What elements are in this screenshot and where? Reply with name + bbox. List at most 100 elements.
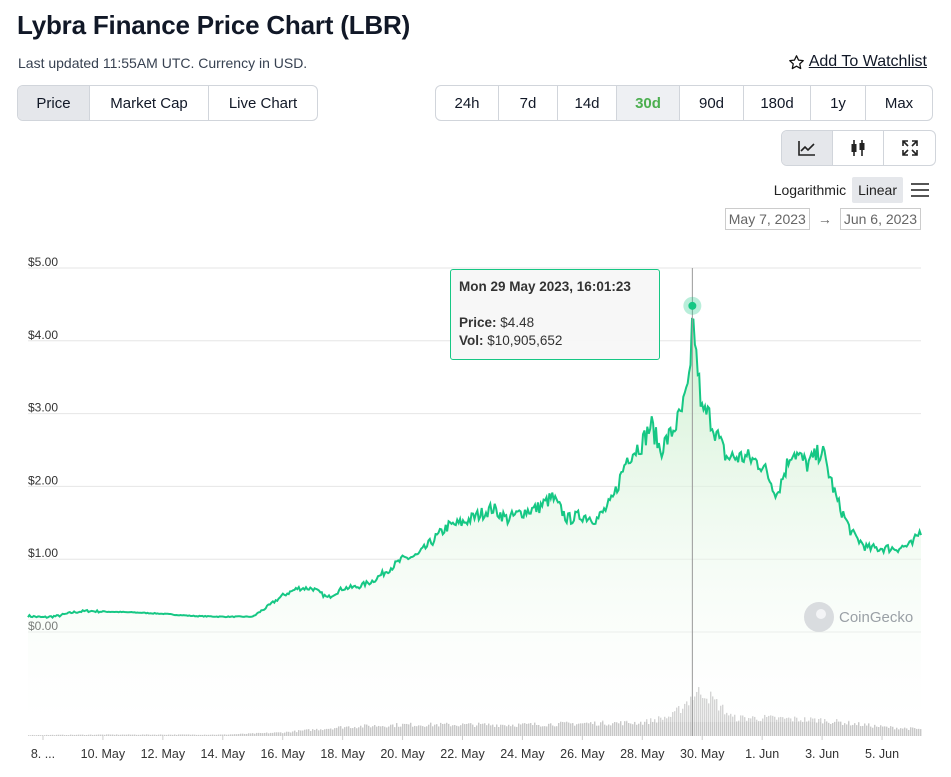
volume-bar — [728, 715, 730, 736]
volume-bar — [814, 718, 816, 736]
volume-bar — [546, 726, 548, 736]
candlestick-button[interactable] — [833, 131, 884, 165]
range-14d[interactable]: 14d — [558, 86, 617, 120]
volume-bar — [128, 734, 130, 736]
volume-bar — [516, 726, 518, 736]
volume-bar — [368, 725, 370, 736]
volume-bar — [184, 734, 186, 736]
volume-bar — [858, 722, 860, 736]
add-to-watchlist-link[interactable]: Add To Watchlist — [788, 53, 927, 71]
volume-bar — [530, 723, 532, 736]
range-30d[interactable]: 30d — [617, 86, 680, 120]
volume-bar — [886, 726, 888, 736]
volume-bar — [562, 721, 564, 736]
volume-bar — [450, 726, 452, 736]
volume-bar — [282, 733, 284, 736]
volume-bar — [734, 714, 736, 736]
y-tick-label: $5.00 — [28, 255, 58, 269]
line-chart-button[interactable] — [782, 131, 833, 165]
volume-bar — [878, 727, 880, 736]
tab-live-chart[interactable]: Live Chart — [228, 94, 298, 112]
range-max[interactable]: Max — [884, 94, 914, 112]
volume-bar — [294, 730, 296, 736]
range-7d[interactable]: 7d — [499, 86, 558, 120]
range-24h[interactable]: 24h — [436, 86, 499, 120]
volume-bar — [50, 734, 52, 736]
volume-bar — [80, 734, 82, 736]
volume-bar — [218, 734, 220, 736]
scale-logarithmic[interactable]: Logarithmic — [773, 182, 847, 198]
price-chart[interactable]: $0.00$1.00$2.00$3.00$4.00$5.00 8. ...10.… — [0, 250, 951, 770]
volume-bar — [348, 726, 350, 736]
volume-bar — [420, 725, 422, 736]
volume-bar — [34, 735, 36, 736]
volume-bar — [826, 721, 828, 736]
volume-bar — [122, 734, 124, 736]
volume-bar — [360, 725, 362, 736]
volume-bar — [64, 735, 66, 736]
volume-bar — [332, 729, 334, 736]
volume-bar — [224, 734, 226, 736]
volume-bar — [70, 734, 72, 736]
volume-bar — [96, 734, 98, 736]
volume-bar — [198, 734, 200, 736]
range-1y[interactable]: 1y — [811, 86, 866, 120]
volume-bar — [324, 729, 326, 736]
volume-bar — [258, 732, 260, 736]
tab-price[interactable]: Price — [18, 86, 90, 120]
volume-bar — [290, 732, 292, 736]
volume-bar — [144, 734, 146, 736]
tab-market-cap[interactable]: Market Cap — [90, 86, 209, 120]
volume-bar — [110, 734, 112, 736]
volume-bar — [556, 726, 558, 736]
volume-bar — [654, 719, 656, 736]
volume-bar — [94, 734, 96, 736]
date-from-input[interactable]: May 7, 2023 — [724, 208, 810, 230]
volume-bar — [44, 735, 46, 736]
volume-bar — [230, 734, 232, 736]
time-range-selector: 24h 7d 14d 30d 90d 180d 1y Max — [435, 85, 933, 121]
line-chart-icon — [798, 141, 815, 156]
volume-bar — [318, 730, 320, 736]
volume-bar — [488, 723, 490, 736]
volume-bar — [260, 733, 262, 736]
volume-bar — [62, 734, 64, 736]
chart-menu-icon[interactable] — [911, 183, 929, 197]
volume-bar — [670, 716, 672, 736]
volume-bar — [242, 733, 244, 736]
volume-bar — [154, 734, 156, 736]
volume-bar — [914, 728, 916, 736]
volume-bar — [240, 733, 242, 736]
volume-bar — [312, 729, 314, 736]
date-to-input[interactable]: Jun 6, 2023 — [839, 208, 921, 230]
volume-bar — [738, 720, 740, 736]
volume-bar — [582, 723, 584, 736]
volume-bar — [202, 734, 204, 736]
fullscreen-button[interactable] — [884, 131, 935, 165]
scale-selector: Logarithmic Linear — [768, 177, 929, 203]
volume-bar — [362, 727, 364, 736]
volume-bar — [578, 723, 580, 736]
range-180d[interactable]: 180d — [744, 86, 811, 120]
range-90d[interactable]: 90d — [680, 86, 744, 120]
volume-bar — [620, 720, 622, 736]
volume-bar — [864, 723, 866, 736]
volume-bar — [898, 729, 900, 736]
volume-bar — [84, 735, 86, 736]
volume-bar — [758, 720, 760, 736]
volume-bar — [86, 734, 88, 736]
volume-bar — [164, 734, 166, 736]
star-icon — [788, 54, 804, 69]
volume-bar — [28, 735, 30, 736]
volume-bar — [872, 727, 874, 736]
volume-bar — [776, 719, 778, 736]
scale-linear[interactable]: Linear — [852, 177, 903, 203]
volume-bar — [902, 728, 904, 736]
volume-bar — [298, 730, 300, 736]
volume-bar — [98, 734, 100, 736]
volume-bar — [606, 725, 608, 736]
volume-bar — [916, 728, 918, 736]
expand-icon — [901, 140, 918, 156]
volume-bar — [838, 721, 840, 736]
volume-bar — [754, 716, 756, 736]
